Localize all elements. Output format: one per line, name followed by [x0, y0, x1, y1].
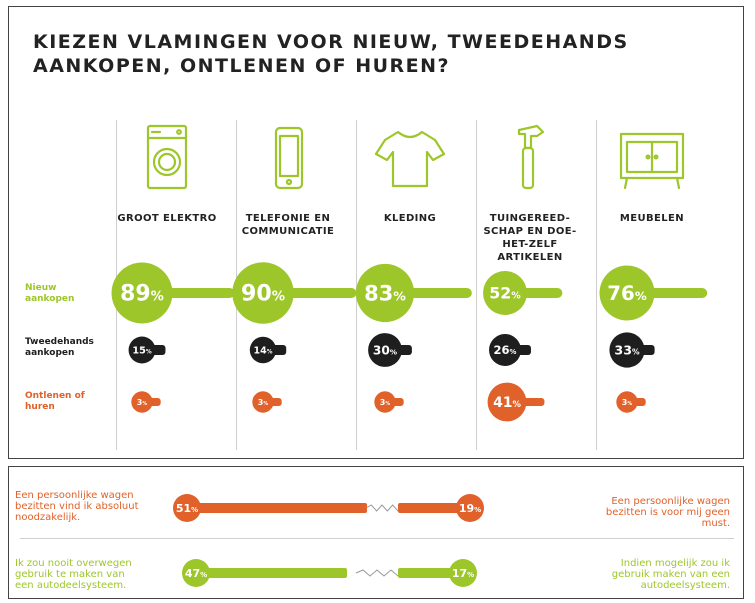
bubble-1-4: 33% — [609, 332, 655, 368]
hammer-icon — [485, 122, 575, 194]
value-label: 15% — [132, 345, 151, 356]
statement-right-car-no-must: Een persoonlijke wagen bezitten is voor … — [605, 496, 730, 529]
value-bubble — [489, 334, 521, 366]
value-label: 3% — [380, 398, 391, 407]
value-label: 41% — [493, 395, 521, 411]
value-bubble — [355, 263, 415, 323]
bubble-0-1: 90% — [232, 262, 357, 324]
value-label: 83% — [364, 281, 406, 305]
value-bubble — [609, 332, 645, 368]
category-label: KLEDING — [383, 213, 437, 224]
bubble-1-1: 14% — [249, 336, 287, 364]
value-bubble — [599, 265, 655, 321]
value-bubble — [368, 333, 402, 367]
statement-left-car-necessary: Een persoonlijke wagen bezitten vind ik … — [15, 490, 139, 523]
row-label-tweedehands: Tweedehands aankopen — [25, 337, 94, 358]
bubble-0-0: 89% — [111, 262, 235, 324]
row-label-ontlenen: Ontlenen of huren — [25, 391, 85, 412]
column-divider — [356, 120, 357, 450]
bubble-2-4: 3% — [616, 391, 646, 413]
category-label: TUINGEREED-SCHAP EN DOE-HET-ZELF ARTIKEL… — [483, 213, 577, 263]
column-divider — [596, 120, 597, 450]
smartphone-icon — [243, 122, 333, 194]
value-bubble — [131, 391, 153, 413]
category-label: GROOT ELEKTRO — [117, 213, 217, 224]
bubble-2-2: 3% — [374, 391, 404, 413]
value-label: 33% — [614, 342, 640, 357]
bubble-1-2: 30% — [368, 333, 412, 367]
category-label: TELEFONIE EN COMMUNICATIE — [241, 213, 335, 237]
value-label: 90% — [241, 281, 285, 307]
value-label: 3% — [258, 398, 269, 407]
value-label: 52% — [489, 284, 521, 303]
value-bubble — [483, 271, 527, 315]
value-bubble — [249, 336, 277, 364]
bubble-2-1: 3% — [252, 391, 282, 413]
value-label: 14% — [254, 345, 273, 356]
bubble-0-3: 52% — [483, 271, 563, 315]
row-label-nieuw: Nieuw aankopen — [25, 283, 75, 304]
bubble-0-2: 83% — [355, 263, 472, 323]
car-statements-panel — [8, 466, 744, 599]
value-bubble — [487, 382, 527, 422]
value-bubble — [232, 262, 294, 324]
bubble-0-4: 76% — [599, 265, 708, 321]
bubble-1-3: 26% — [489, 334, 531, 366]
bubble-2-3: 41% — [487, 382, 545, 422]
washing-machine-icon — [122, 122, 212, 194]
column-divider — [476, 120, 477, 450]
value-bubble — [111, 262, 173, 324]
bubble-2-0: 3% — [131, 391, 161, 413]
statement-left-no-carshare: Ik zou nooit overwegen gebruik te maken … — [15, 558, 132, 591]
value-label: 76% — [607, 282, 647, 305]
value-label: 3% — [622, 398, 633, 407]
survey-panel — [8, 6, 744, 459]
statement-right-carshare: Indien mogelijk zou ik gebruik maken van… — [611, 558, 730, 591]
statement-divider — [20, 538, 734, 539]
value-bubble — [252, 391, 274, 413]
cabinet-icon — [607, 122, 697, 194]
category-label: MEUBELEN — [619, 213, 685, 224]
value-bubble — [374, 391, 396, 413]
chart-title: KIEZEN VLAMINGEN VOOR NIEUW, TWEEDEHANDS… — [33, 31, 629, 77]
value-bubble — [128, 336, 156, 364]
value-label: 30% — [373, 343, 398, 357]
value-label: 89% — [120, 282, 164, 307]
value-label: 3% — [137, 398, 148, 407]
bubble-1-0: 15% — [128, 336, 166, 364]
tshirt-icon — [365, 122, 455, 194]
value-bubble — [616, 391, 638, 413]
value-label: 26% — [494, 343, 517, 357]
